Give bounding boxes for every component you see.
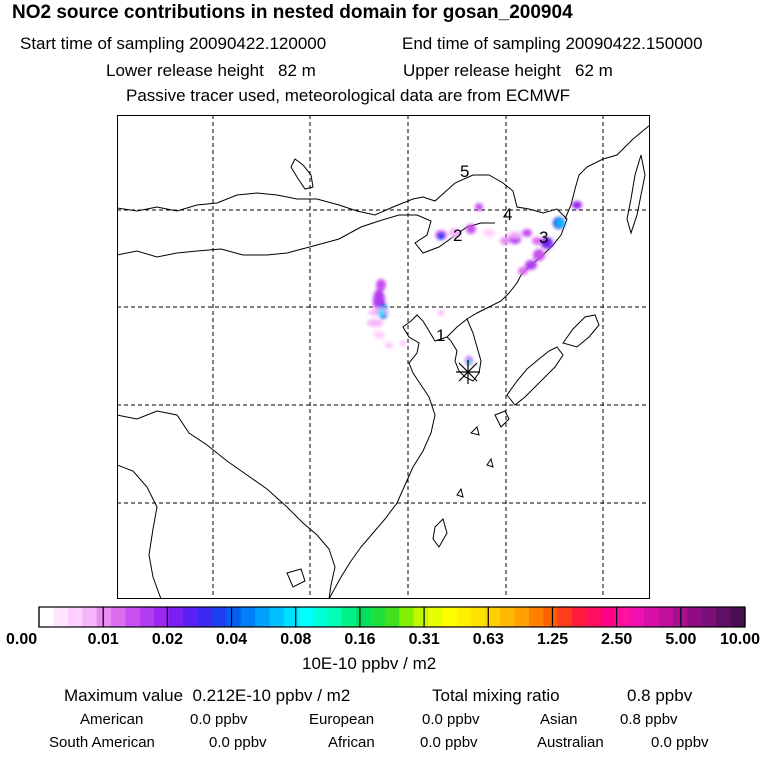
colorbar-swatch	[413, 607, 429, 627]
colorbar-tick-label: 0.00	[6, 631, 38, 648]
colorbar-swatch	[298, 607, 314, 627]
region-australian-value: 0.0 ppbv	[651, 734, 709, 751]
colorbar-tick-label: 2.50	[601, 631, 633, 648]
region-american-value: 0.0 ppbv	[190, 711, 248, 728]
colorbar-swatch	[197, 607, 213, 627]
colorbar-swatch	[716, 607, 732, 627]
colorbar-swatch	[456, 607, 472, 627]
region-european-value: 0.0 ppbv	[422, 711, 480, 728]
colorbar-swatch	[500, 607, 515, 627]
colorbar-swatch	[53, 607, 69, 627]
start-time-label: Start time of sampling 20090422.120000	[20, 34, 327, 53]
colorbar-swatch	[39, 607, 54, 627]
colorbar-swatch	[355, 607, 371, 627]
colorbar-swatch	[399, 607, 415, 627]
colorbar-swatch	[600, 607, 616, 627]
colorbar-swatch	[701, 607, 717, 627]
colorbar-tick-label: 0.16	[344, 631, 376, 648]
colorbar-tick-label: 0.08	[280, 631, 312, 648]
colorbar-swatch	[471, 607, 487, 627]
end-time-label: End time of sampling 20090422.150000	[402, 34, 703, 53]
source-label-2: 2	[453, 226, 462, 245]
colorbar-swatch	[111, 607, 126, 627]
colorbar-swatch	[168, 607, 184, 627]
region-european-name: European	[309, 711, 375, 728]
colorbar-swatch	[183, 607, 198, 627]
colorbar-swatch	[658, 607, 674, 627]
colorbar-swatch	[485, 607, 501, 627]
colorbar-swatch	[572, 607, 588, 627]
colorbar-tick-label: 0.01	[87, 631, 119, 648]
colorbar-swatch	[125, 607, 141, 627]
region-australian-name: Australian	[537, 734, 604, 751]
colorbar-swatch	[514, 607, 530, 627]
colorbar-swatch	[644, 607, 660, 627]
colorbar-swatch	[327, 607, 343, 627]
colorbar-swatch	[428, 607, 443, 627]
colorbar-tick-label: 0.31	[408, 631, 440, 648]
colorbar-swatch	[96, 607, 112, 627]
colorbar-swatch	[67, 607, 83, 627]
colorbar-swatch	[442, 607, 458, 627]
source-label-3: 3	[539, 228, 548, 247]
colorbar-swatch	[543, 607, 559, 627]
map-boundaries	[117, 124, 650, 599]
colorbar-swatch	[370, 607, 386, 627]
colorbar-swatch	[557, 607, 573, 627]
source-label-4: 4	[503, 205, 512, 224]
map-frame	[117, 115, 650, 599]
colorbar-swatch	[730, 607, 746, 627]
maximum-value-label: Maximum value 0.212E-10 ppbv / m2	[64, 686, 351, 705]
region-african-name: African	[328, 734, 375, 751]
colorbar-swatch	[629, 607, 645, 627]
colorbar-tick-label: 5.00	[665, 631, 697, 648]
region-south-american-value: 0.0 ppbv	[209, 734, 267, 751]
colorbar-swatch	[139, 607, 155, 627]
colorbar-swatch	[687, 607, 703, 627]
tracer-info-label: Passive tracer used, meteorological data…	[126, 86, 571, 105]
colorbar-swatch	[226, 607, 242, 627]
map-gridlines	[117, 115, 650, 599]
colorbar-swatch	[82, 607, 98, 627]
region-asian-name: Asian	[540, 711, 578, 728]
colorbar-swatch	[269, 607, 285, 627]
colorbar-tick-label: 10.00	[720, 631, 761, 648]
colorbar-swatch	[240, 607, 256, 627]
colorbar-swatch	[528, 607, 544, 627]
total-mixing-ratio-value: 0.8 ppbv	[627, 686, 693, 705]
colorbar-swatch	[586, 607, 602, 627]
colorbar-frame	[38, 606, 746, 628]
source-labels: 1 2 3 4 5	[436, 162, 548, 345]
region-asian-value: 0.8 ppbv	[620, 711, 678, 728]
upper-height-label: Upper release height 62 m	[403, 61, 613, 80]
colorbar-swatch	[341, 607, 357, 627]
colorbar-swatch	[211, 607, 227, 627]
colorbar-swatch	[283, 607, 299, 627]
colorbar-swatch	[615, 607, 631, 627]
colorbar-units: 10E-10 ppbv / m2	[302, 654, 437, 673]
source-label-5: 5	[460, 162, 469, 181]
region-american-name: American	[80, 711, 144, 728]
colorbar-swatch	[154, 607, 170, 627]
colorbar	[38, 606, 746, 628]
colorbar-tick-label: 0.63	[472, 631, 504, 648]
receptor-marker	[456, 360, 480, 384]
colorbar-swatch	[255, 607, 271, 627]
colorbar-swatch	[312, 607, 328, 627]
region-african-value: 0.0 ppbv	[420, 734, 478, 751]
total-mixing-ratio-label: Total mixing ratio	[432, 686, 560, 705]
source-label-1: 1	[436, 326, 445, 345]
source-plumes	[367, 201, 582, 366]
colorbar-tick-label: 0.02	[151, 631, 183, 648]
colorbar-swatch	[384, 607, 400, 627]
region-south-american-name: South American	[49, 734, 155, 751]
lower-height-label: Lower release height 82 m	[106, 61, 316, 80]
colorbar-tick-label: 0.04	[216, 631, 248, 648]
colorbar-tick-label: 1.25	[536, 631, 569, 648]
source-contribution-map: 1 2 3 4 5	[117, 115, 650, 599]
plot-title: NO2 source contributions in nested domai…	[12, 2, 573, 23]
